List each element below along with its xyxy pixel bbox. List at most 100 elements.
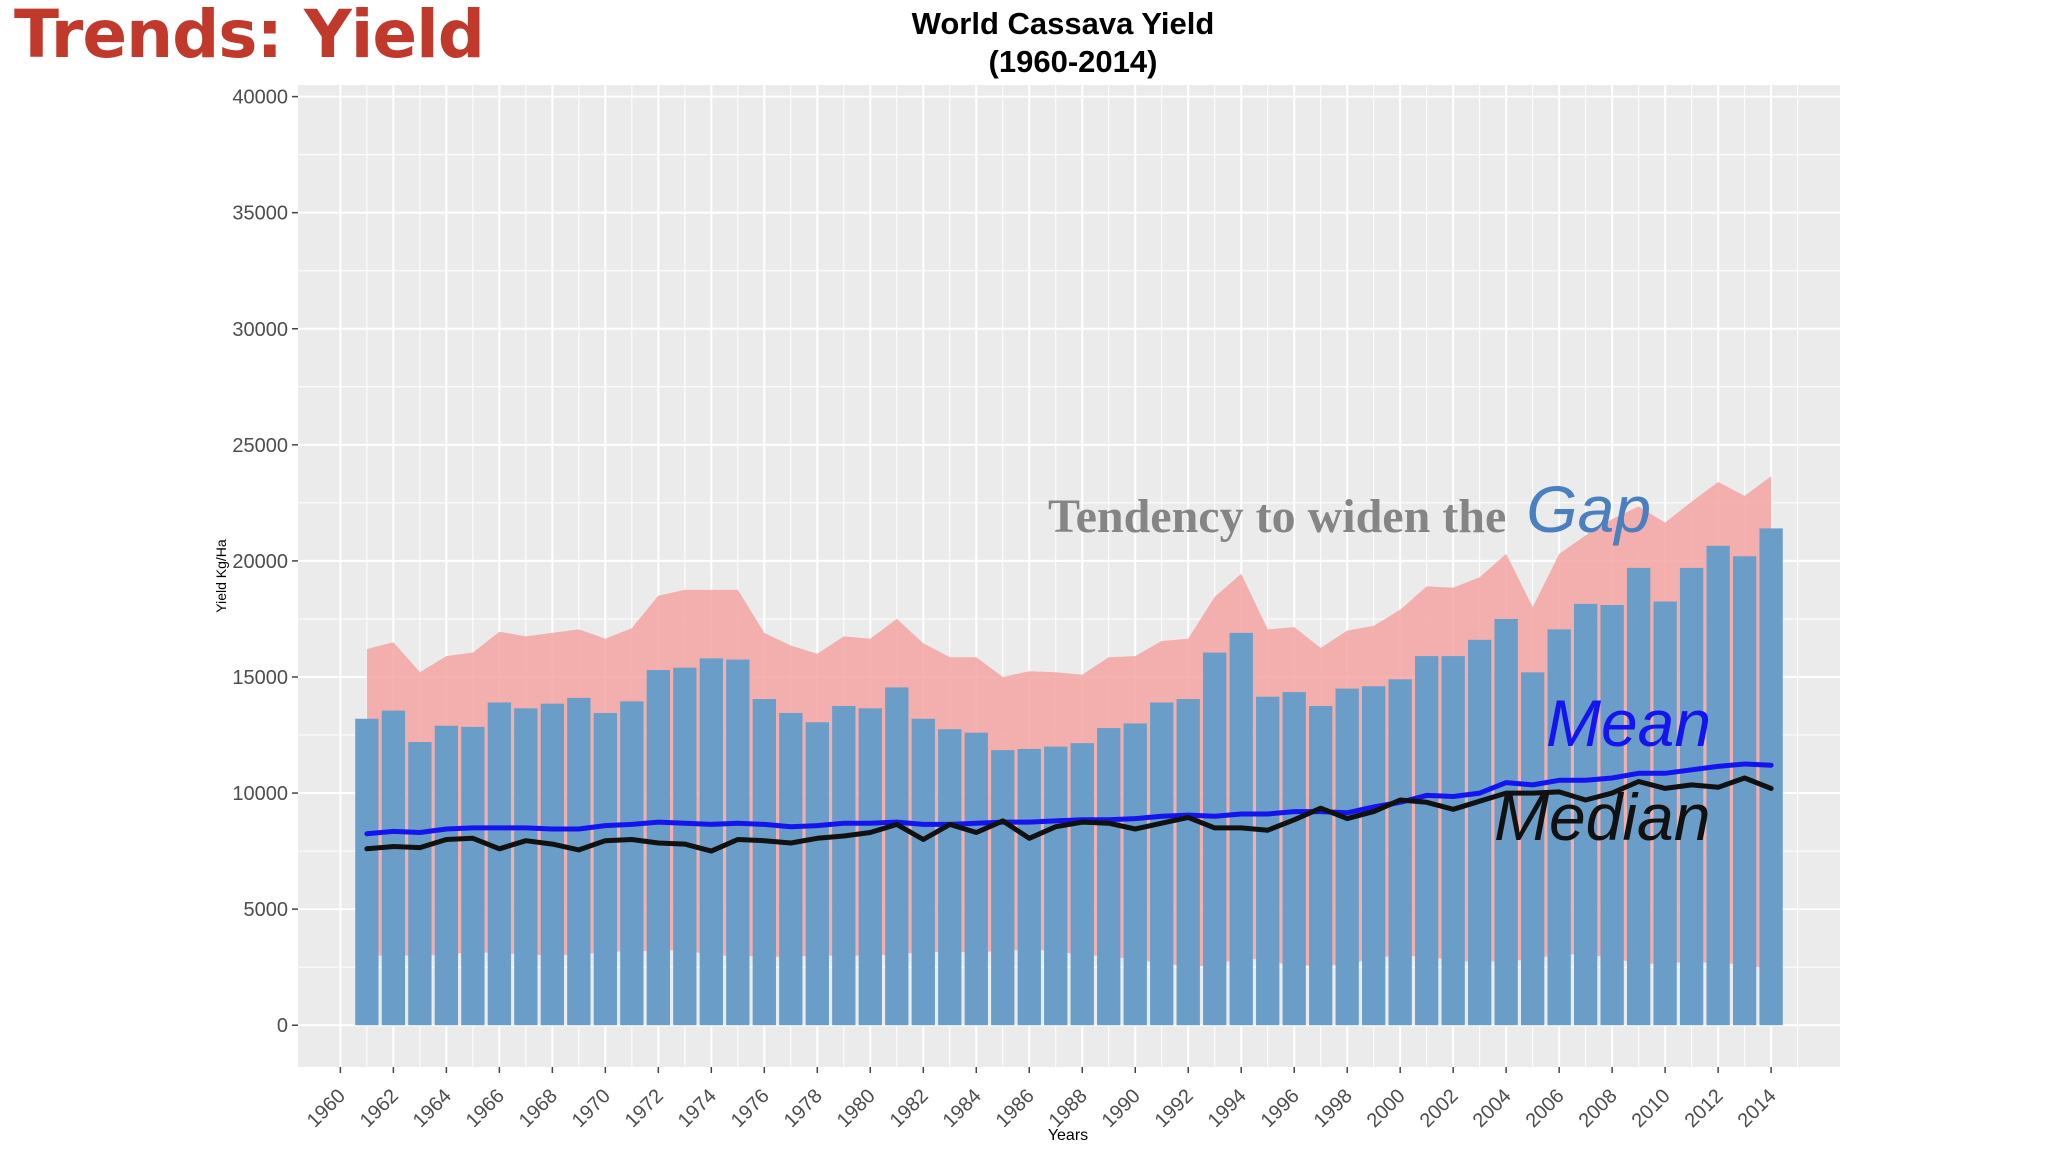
chart-subtitle: (1960-2014)	[989, 44, 1158, 79]
x-tick-label: 1978	[780, 1085, 827, 1132]
y-tick-label: 25000	[232, 435, 288, 457]
x-tick-label: 1988	[1045, 1085, 1092, 1132]
x-tick-label: 2006	[1522, 1085, 1569, 1132]
x-tick-label: 2012	[1681, 1085, 1728, 1132]
gap-annotation-prefix: Tendency to widen the	[1048, 490, 1506, 543]
bar	[726, 659, 750, 1026]
bar	[381, 710, 406, 1026]
bar	[1441, 656, 1465, 1026]
x-tick-label: 1982	[886, 1085, 933, 1132]
x-tick-label: 1980	[833, 1085, 880, 1132]
bar	[1309, 706, 1333, 1026]
bar	[1388, 679, 1412, 1026]
bar	[991, 750, 1015, 1026]
gap-annotation-word: Gap	[1526, 472, 1651, 546]
x-tick-label: 1998	[1310, 1085, 1357, 1132]
bar	[1600, 605, 1624, 1026]
x-tick-label: 1960	[303, 1085, 350, 1132]
bar	[1759, 528, 1783, 1026]
bar	[964, 732, 988, 1026]
bar	[646, 670, 670, 1026]
x-tick-label: 1990	[1098, 1085, 1145, 1132]
bar	[1547, 629, 1571, 1026]
y-tick-label: 10000	[232, 783, 288, 805]
x-tick-label: 1972	[621, 1085, 668, 1132]
bar	[1203, 652, 1227, 1026]
bar	[1123, 723, 1147, 1026]
bars	[355, 528, 1783, 1026]
bar	[1044, 746, 1068, 1026]
mean-label: Mean	[1546, 686, 1711, 760]
bar	[938, 729, 962, 1026]
bar	[1362, 686, 1386, 1026]
bar	[1282, 692, 1306, 1026]
y-tick-label: 20000	[232, 551, 288, 573]
y-tick-label: 15000	[232, 667, 288, 689]
x-tick-label: 1974	[674, 1085, 721, 1132]
bar	[593, 712, 617, 1026]
bar	[805, 722, 829, 1026]
bar	[1573, 603, 1598, 1026]
bar	[1521, 672, 1545, 1026]
bar	[911, 718, 935, 1026]
bar	[885, 687, 909, 1026]
x-tick-label: 2008	[1575, 1085, 1622, 1132]
chart-title: World Cassava Yield	[912, 6, 1215, 41]
bar	[858, 708, 882, 1026]
y-tick-label: 40000	[232, 87, 288, 109]
x-tick-label: 1962	[356, 1085, 403, 1132]
x-tick-label: 1964	[409, 1085, 456, 1132]
bar	[752, 699, 776, 1026]
x-tick-label: 1970	[568, 1085, 615, 1132]
bar	[1494, 618, 1518, 1026]
x-tick-label: 1994	[1204, 1085, 1251, 1132]
bar	[1415, 656, 1439, 1026]
bar	[567, 697, 591, 1026]
bar	[1468, 639, 1492, 1026]
bar	[487, 702, 512, 1026]
median-label: Median	[1494, 780, 1710, 854]
bar	[1626, 567, 1651, 1026]
y-tick-label: 5000	[244, 899, 289, 921]
bar	[1070, 743, 1094, 1026]
x-tick-label: 1996	[1257, 1085, 1304, 1132]
mean-line	[364, 761, 1774, 837]
bar	[1256, 696, 1280, 1026]
x-tick-label: 1968	[515, 1085, 562, 1132]
x-tick-label: 1966	[462, 1085, 509, 1132]
bar	[540, 703, 565, 1026]
x-tick-label: 1986	[992, 1085, 1039, 1132]
x-tick-label: 2010	[1628, 1085, 1675, 1132]
bar	[355, 718, 379, 1026]
gap-annotation: Tendency to widen the Gap	[1048, 472, 1651, 546]
lines	[364, 761, 1774, 854]
bar	[832, 706, 856, 1026]
bar	[408, 741, 432, 1026]
median-line	[364, 775, 1774, 854]
bar	[1150, 702, 1174, 1026]
slide-title: Trends: Yield	[14, 0, 485, 73]
y-tick-label: 0	[277, 1015, 288, 1037]
bar	[514, 708, 538, 1026]
bar	[461, 726, 485, 1026]
bar	[1732, 556, 1757, 1026]
x-tick-label: 1976	[727, 1085, 774, 1132]
bar	[1679, 567, 1704, 1026]
y-axis-label: Yield Kg/Ha	[213, 539, 229, 613]
bar	[434, 725, 459, 1026]
bar	[1176, 699, 1200, 1026]
x-axis-label: Years	[1048, 1127, 1088, 1144]
y-tick-label: 30000	[232, 319, 288, 341]
y-tick-label: 35000	[232, 203, 288, 225]
bar	[1335, 688, 1359, 1026]
bar	[1653, 601, 1677, 1026]
bar	[1017, 748, 1041, 1026]
x-tick-label: 1992	[1151, 1085, 1198, 1132]
bar	[699, 658, 723, 1026]
x-tick-label: 2004	[1469, 1085, 1516, 1132]
bar	[1097, 728, 1121, 1026]
x-tick-label: 2014	[1734, 1085, 1781, 1132]
x-tick-label: 2000	[1363, 1085, 1410, 1132]
x-tick-label: 2002	[1416, 1085, 1463, 1132]
